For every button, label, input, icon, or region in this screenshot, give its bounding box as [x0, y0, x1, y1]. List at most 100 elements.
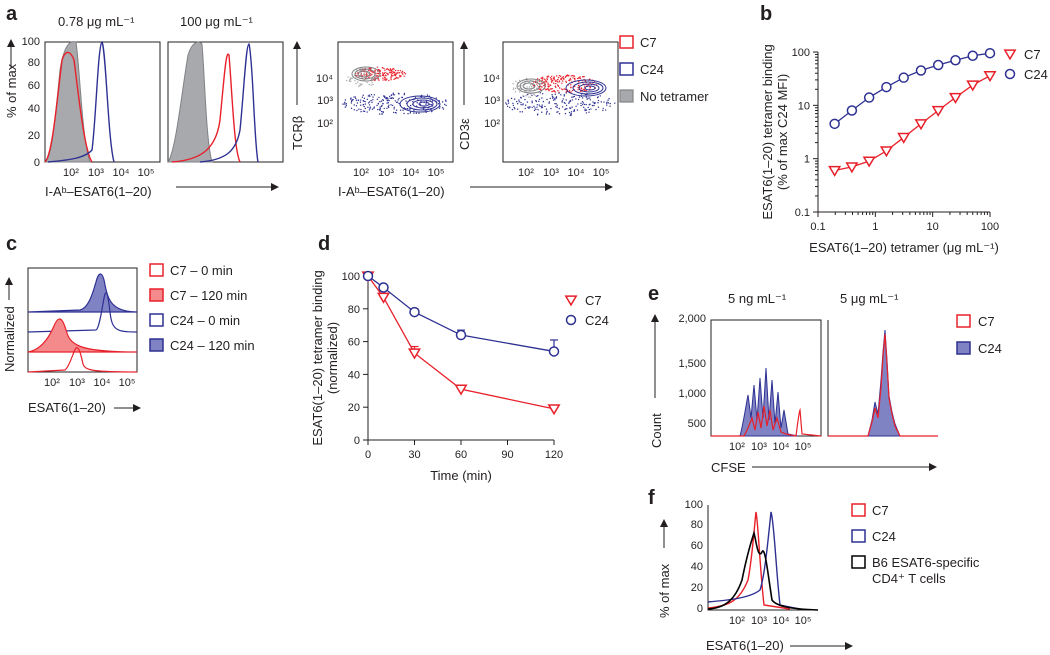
- flow-event-dot: [541, 104, 543, 106]
- flow-event-dot: [529, 93, 532, 95]
- panel-a-flow-plot-2: [502, 41, 619, 163]
- flow-event-dot: [415, 112, 418, 114]
- flow-event-dot: [535, 99, 537, 102]
- flow-event-dot: [390, 74, 393, 76]
- svg-text:C7 – 0 min: C7 – 0 min: [170, 263, 233, 278]
- svg-text:10²: 10²: [729, 441, 745, 453]
- flow-event-dot: [544, 79, 547, 81]
- flow-event-dot: [392, 67, 394, 70]
- flow-event-dot: [584, 108, 586, 110]
- flow-event-dot: [569, 114, 572, 116]
- flow-event-dot: [422, 108, 425, 110]
- flow-event-dot: [553, 82, 555, 84]
- panel-a-title-1: 0.78 μg mL⁻¹: [58, 14, 135, 29]
- data-point-c7: [547, 404, 561, 416]
- flow-event-dot: [521, 111, 524, 113]
- legend-swatch-c24: [956, 341, 971, 355]
- svg-text:40: 40: [691, 561, 703, 573]
- flow-event-dot: [376, 98, 379, 100]
- flow-event-dot: [541, 97, 543, 99]
- flow-event-dot: [557, 76, 560, 79]
- flow-event-dot: [584, 109, 586, 112]
- flow-event-dot: [379, 106, 381, 108]
- flow-event-dot: [369, 95, 371, 97]
- svg-text:20: 20: [691, 582, 703, 594]
- svg-text:40: 40: [28, 103, 40, 115]
- flow-event-dot: [558, 80, 561, 82]
- c24-120min-histogram: [27, 273, 138, 313]
- flow-event-dot: [608, 97, 610, 100]
- data-point-c24: [362, 270, 374, 282]
- svg-text:C7: C7: [640, 35, 657, 50]
- data-point-c7: [376, 292, 391, 304]
- flow-event-dot: [368, 109, 371, 111]
- flow-event-dot: [580, 104, 582, 107]
- flow-event-dot: [403, 71, 406, 74]
- flow-event-dot: [435, 97, 438, 99]
- flow-event-dot: [376, 66, 379, 68]
- legend-label-c24: C24: [1024, 67, 1048, 82]
- flow-event-dot: [551, 75, 553, 78]
- flow-event-dot: [401, 71, 403, 73]
- flow-event-dot: [545, 113, 548, 115]
- flow-event-dot: [399, 109, 402, 111]
- svg-text:C24: C24: [872, 529, 896, 544]
- svg-text:C24 – 0 min: C24 – 0 min: [170, 313, 240, 328]
- flow-event-dot: [545, 81, 548, 83]
- flow-event-dot: [573, 75, 576, 77]
- c7-120min-histogram: [27, 318, 138, 353]
- flow-event-dot: [557, 78, 559, 81]
- legend-swatch-c7-120min: [149, 288, 164, 302]
- x-tick-label: 100: [981, 221, 999, 233]
- c7-histogram: [171, 53, 241, 163]
- flow-event-dot: [383, 107, 385, 110]
- svg-text:C7: C7: [978, 314, 995, 329]
- flow-event-dot: [541, 86, 543, 88]
- data-point-c7: [966, 80, 980, 92]
- panel-a-flow-ylabel-1: TCRβ: [290, 41, 305, 150]
- flow-event-dot: [537, 113, 539, 115]
- data-point-c24: [829, 118, 840, 130]
- flow-event-dot: [388, 99, 390, 102]
- flow-event-dot: [353, 109, 356, 111]
- flow-event-dot: [537, 108, 539, 111]
- flow-event-dot: [570, 79, 572, 81]
- flow-event-dot: [392, 97, 395, 99]
- chart-b-ylabel-line: ESAT6(1–20) tetramer binding: [760, 44, 775, 219]
- flow-event-dot: [392, 75, 394, 77]
- flow-event-dot: [548, 102, 550, 104]
- flow-event-dot: [536, 83, 538, 85]
- flow-event-dot: [390, 94, 392, 97]
- flow-event-dot: [393, 111, 395, 114]
- flow-event-dot: [550, 84, 552, 86]
- flow-event-dot: [539, 105, 541, 108]
- flow-event-dot: [370, 99, 372, 102]
- panel-e-histogram-1: [710, 319, 822, 437]
- flow-event-dot: [531, 94, 533, 97]
- flow-event-dot: [355, 97, 357, 100]
- flow-event-dot: [367, 102, 370, 104]
- flow-event-dot: [386, 107, 388, 110]
- svg-text:C7 – 120 min: C7 – 120 min: [170, 288, 247, 303]
- data-point-c24: [455, 329, 467, 341]
- flow-event-dot: [549, 76, 552, 79]
- flow-event-dot: [541, 106, 544, 109]
- flow-event-dot: [577, 80, 580, 83]
- flow-event-dot: [555, 82, 557, 85]
- chart-b-ylabel-line: (% of max C24 MFI): [775, 74, 790, 190]
- flow-event-dot: [359, 83, 361, 85]
- flow-event-dot: [382, 74, 385, 77]
- flow-event-dot: [587, 97, 589, 99]
- flow-event-dot: [558, 75, 560, 77]
- legend-marker-c24: [1004, 68, 1016, 80]
- flow-event-dot: [356, 102, 359, 104]
- flow-event-dot: [420, 100, 422, 102]
- flow-event-dot: [562, 98, 564, 100]
- flow-event-dot: [533, 105, 535, 108]
- flow-event-dot: [533, 88, 536, 91]
- flow-event-dot: [600, 101, 602, 103]
- series-line-c24: [834, 52, 991, 125]
- flow-event-dot: [512, 104, 515, 107]
- flow-event-dot: [396, 76, 398, 79]
- data-point-c24: [967, 50, 978, 62]
